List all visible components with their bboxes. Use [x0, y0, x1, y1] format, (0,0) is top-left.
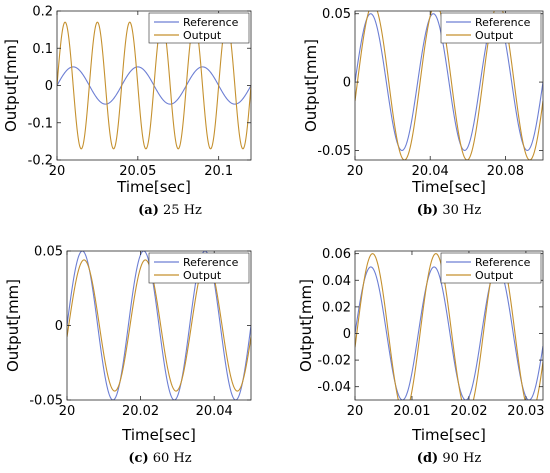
caption-letter: (c)	[128, 451, 148, 466]
y-tick-label: 0	[55, 319, 63, 334]
y-tick-label: -0.2	[28, 154, 53, 169]
series-line-reference	[355, 13, 543, 151]
x-axis-label: Time[sec]	[116, 178, 191, 196]
x-tick-label: 20.05	[119, 164, 156, 179]
legend-label-reference: Reference	[183, 16, 239, 29]
caption-text: 60 Hz	[149, 451, 192, 466]
legend-label-output: Output	[475, 269, 514, 282]
x-tick-label: 20.03	[507, 404, 544, 419]
caption-text: 90 Hz	[438, 451, 481, 466]
y-tick-label: 0.02	[322, 300, 351, 315]
x-tick-label: 20	[347, 404, 364, 419]
y-axis-label: Output[mm]	[2, 39, 20, 132]
caption-letter: (b)	[417, 203, 438, 218]
caption-letter: (d)	[417, 451, 438, 466]
x-axis-label: Time[sec]	[121, 426, 196, 444]
chart-panel-a: 20 20.05 20.1 -0.2 -0.1 0 0.1 0.2 Time[sec] Outpu…	[2, 5, 252, 218]
caption-letter: (a)	[138, 203, 159, 218]
y-tick-label: 0	[45, 79, 53, 94]
panel-caption: (a) 25 Hz	[138, 203, 202, 218]
y-tick-label: -0.04	[317, 380, 351, 395]
y-tick-label: -0.05	[317, 144, 351, 159]
x-tick-label: 20.01	[393, 404, 430, 419]
y-tick-label: 0	[343, 76, 351, 91]
y-tick-label: 0.06	[322, 247, 351, 262]
x-axis-label: Time[sec]	[411, 426, 486, 444]
series-line-output	[355, 11, 543, 160]
legend-label-output: Output	[183, 269, 222, 282]
y-axis-label: Output[mm]	[297, 279, 315, 372]
legend-box	[440, 12, 542, 44]
chart-panel-d: 20 20.01 20.02 20.03 -0.04 -0.02 0 0.02 0.04 0.06…	[297, 247, 545, 466]
legend-label-reference: Reference	[475, 16, 531, 29]
caption-text: 30 Hz	[438, 203, 481, 218]
chart-panel-b: 20 20.04 20.08 -0.05 0 0.05 Time[sec] Output[mm…	[302, 7, 544, 218]
panel-caption: (b) 30 Hz	[417, 203, 482, 218]
panel-caption: (d) 90 Hz	[417, 451, 482, 466]
series-line-reference	[67, 251, 251, 400]
x-tick-label: 20.02	[122, 404, 159, 419]
series-line-reference	[355, 266, 543, 400]
legend-box	[440, 252, 542, 284]
axes-box	[354, 10, 544, 161]
axes-box	[354, 250, 544, 401]
legend-label-output: Output	[475, 29, 514, 42]
y-tick-label: -0.1	[28, 116, 53, 131]
x-tick-label: 20.08	[487, 164, 524, 179]
y-tick-label: 0.1	[32, 42, 53, 57]
x-tick-label: 20.1	[204, 164, 233, 179]
x-tick-label: 20	[347, 164, 364, 179]
x-tick-label: 20.02	[450, 404, 487, 419]
y-tick-label: -0.02	[317, 354, 351, 369]
legend-box	[148, 252, 250, 284]
panel-caption: (c) 60 Hz	[128, 451, 191, 466]
y-tick-label: 0	[343, 327, 351, 342]
x-tick-label: 20.04	[196, 404, 233, 419]
y-tick-label: -0.05	[29, 394, 63, 409]
x-tick-label: 20	[49, 164, 66, 179]
caption-text: 25 Hz	[159, 203, 202, 218]
legend-label-reference: Reference	[183, 256, 239, 269]
legend-label-reference: Reference	[475, 256, 531, 269]
legend-label-output: Output	[183, 29, 222, 42]
x-tick-label: 20	[59, 404, 76, 419]
legend-box	[148, 12, 250, 44]
y-axis-label: Output[mm]	[4, 279, 22, 372]
chart-panel-c: 20 20.02 20.04 -0.05 0 0.05 Time[sec] Output[mm…	[4, 245, 252, 466]
y-tick-label: 0.2	[32, 5, 53, 20]
series-line-output	[67, 259, 251, 392]
y-tick-label: 0.05	[322, 7, 351, 22]
y-axis-label: Output[mm]	[302, 39, 320, 132]
y-tick-label: 0.05	[34, 245, 63, 260]
series-line-output	[57, 21, 251, 150]
y-tick-label: 0.04	[322, 274, 351, 289]
series-line-output	[355, 253, 543, 400]
x-axis-label: Time[sec]	[411, 178, 486, 196]
x-tick-label: 20.04	[412, 164, 449, 179]
